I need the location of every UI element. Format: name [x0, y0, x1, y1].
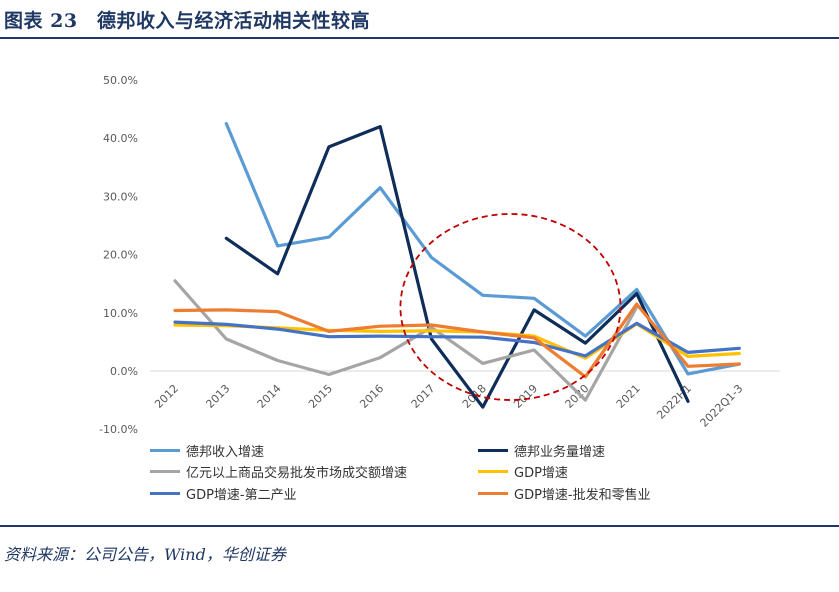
- y-tick-label: 20.0%: [103, 249, 138, 262]
- legend-swatch: [478, 470, 508, 473]
- legend-swatch: [150, 449, 180, 452]
- legend-label: 德邦收入增速: [186, 445, 265, 460]
- highlight-ellipse: [399, 213, 622, 401]
- series-line-1: [224, 122, 741, 376]
- legend-swatch: [478, 492, 508, 495]
- legend-item: GDP增速-第二产业: [150, 484, 297, 503]
- bottom-divider: [0, 525, 839, 527]
- y-tick-label: 0.0%: [110, 365, 138, 378]
- series-line-6: [173, 302, 741, 379]
- series-line-2: [224, 125, 690, 409]
- figure-title: 图表 23 德邦收入与经济活动相关性较高: [4, 10, 371, 32]
- x-tick-label: 2015: [306, 382, 335, 411]
- top-divider: [0, 37, 839, 39]
- legend-item: GDP增速: [478, 462, 568, 481]
- legend-item: 亿元以上商品交易批发市场成交额增速: [150, 462, 407, 481]
- source-note: 资料来源：公司公告，Wind，华创证券: [4, 545, 286, 564]
- legend-label: GDP增速: [514, 466, 568, 481]
- legend-label: GDP增速-批发和零售业: [514, 488, 651, 503]
- y-tick-label: -10.0%: [99, 423, 138, 436]
- y-tick-label: 50.0%: [103, 74, 138, 87]
- legend-label: GDP增速-第二产业: [186, 488, 297, 503]
- legend-item: 德邦业务量增速: [478, 441, 605, 460]
- x-tick-label: 2016: [357, 382, 386, 411]
- x-tick-label: 2014: [255, 382, 284, 411]
- x-tick-label: 2021: [614, 382, 643, 411]
- series-line-3: [173, 279, 639, 402]
- legend-label: 亿元以上商品交易批发市场成交额增速: [186, 466, 408, 481]
- y-tick-label: 40.0%: [103, 132, 138, 145]
- x-tick-label: 2012: [152, 382, 181, 411]
- legend-label: 德邦业务量增速: [514, 445, 606, 460]
- legend-swatch: [150, 470, 180, 473]
- y-tick-label: 10.0%: [103, 307, 138, 320]
- x-tick-label: 2017: [409, 382, 438, 411]
- legend-swatch: [150, 492, 180, 495]
- x-tick-label: 2013: [203, 382, 232, 411]
- legend-swatch: [478, 449, 508, 452]
- series-line-5: [173, 320, 741, 358]
- y-tick-label: 30.0%: [103, 190, 138, 203]
- legend-item: GDP增速-批发和零售业: [478, 484, 651, 503]
- x-tick-label: 2019: [511, 382, 540, 411]
- line-chart: -10.0% 0.0% 10.0% 20.0% 30.0% 40.0% 50.0% 2012 2…: [99, 74, 780, 436]
- x-tick-label: 2022Q1-3: [698, 382, 746, 430]
- legend-item: 德邦收入增速: [150, 441, 264, 460]
